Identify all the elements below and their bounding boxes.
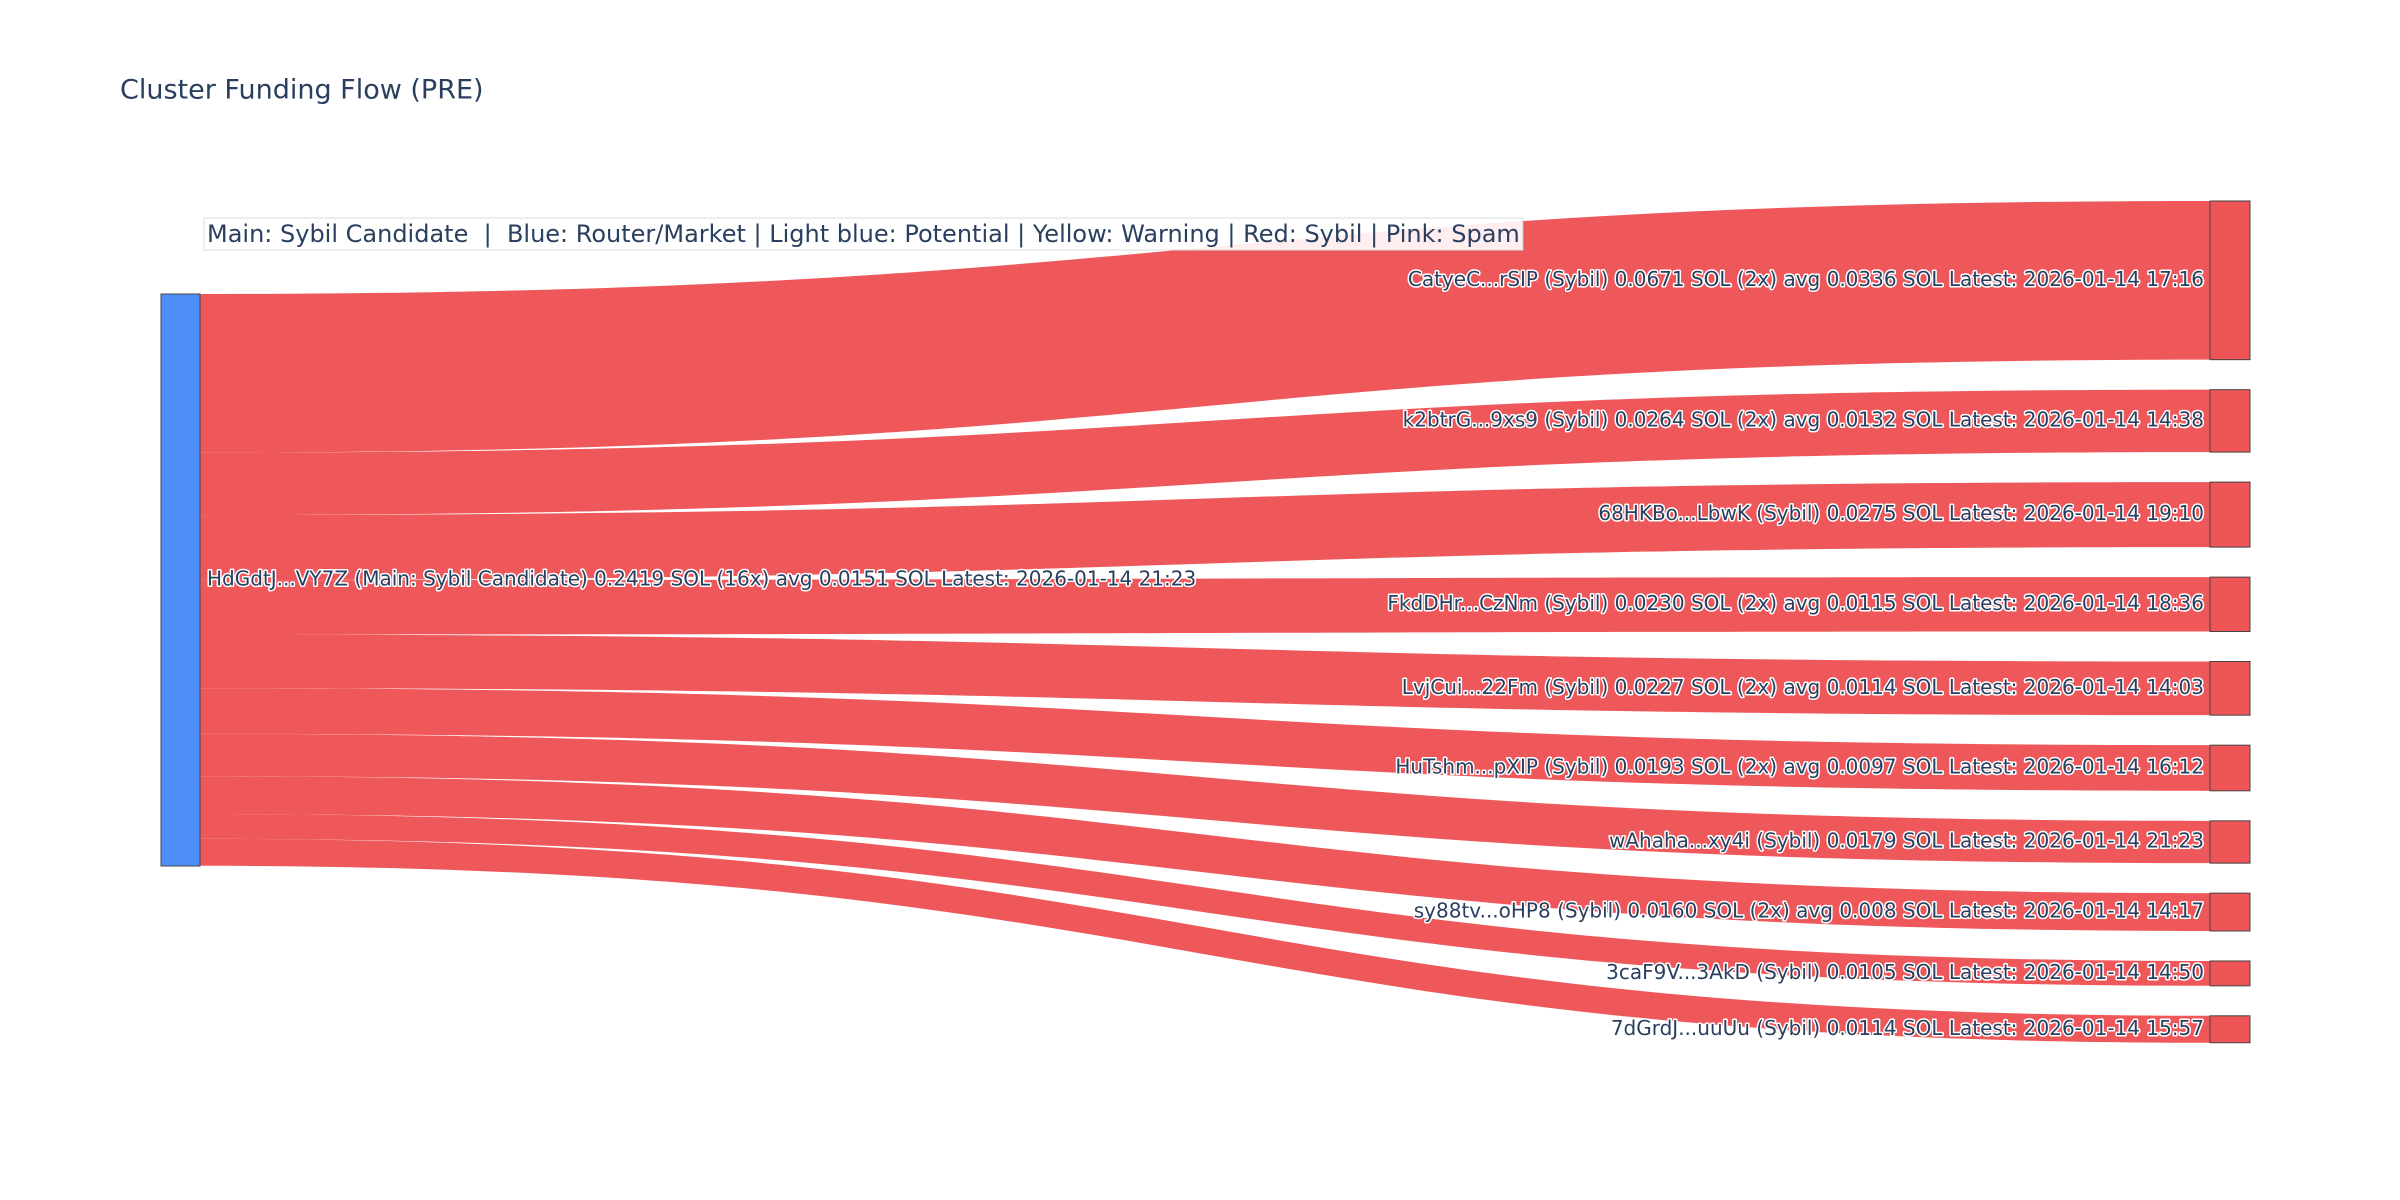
flow-link [200,634,2210,716]
target-label: 68HKBo...LbwK (Sybil) 0.0275 SOL Latest:… [1598,501,2204,525]
target-label: LvjCui...22Fm (Sybil) 0.0227 SOL (2x) av… [1402,675,2204,699]
chart-title: Cluster Funding Flow (PRE) [120,75,484,106]
target-label: HuTshm...pXIP (Sybil) 0.0193 SOL (2x) av… [1395,754,2204,778]
target-label: k2btrG...9xs9 (Sybil) 0.0264 SOL (2x) av… [1403,407,2204,431]
flow-link [200,813,2210,986]
target-label: 3caF9V...3AkD (Sybil) 0.0105 SOL Latest:… [1606,960,2204,984]
flow-link [200,733,2210,864]
target-node [2209,661,2251,716]
annotation-box [203,217,1524,251]
target-node [2209,200,2251,361]
flow-link [200,838,2210,1043]
target-node [2209,820,2251,864]
target-node [2209,744,2251,792]
flow-link [200,688,2210,791]
flow-link [200,776,2210,931]
flow-link [200,577,2210,635]
target-label: sy88tv...oHP8 (Sybil) 0.0160 SOL (2x) av… [1414,899,2204,923]
flow-link [200,482,2210,581]
flow-link [200,389,2210,516]
source-node [160,293,201,867]
target-node [2209,892,2251,932]
target-label: 7dGrdJ...uuUu (Sybil) 0.0114 SOL Latest:… [1611,1016,2204,1040]
target-label: wAhaha...xy4i (Sybil) 0.0179 SOL Latest:… [1609,828,2204,852]
flow-link [200,201,2210,453]
target-label: FkdDHr...CzNm (Sybil) 0.0230 SOL (2x) av… [1387,591,2204,615]
target-node [2209,960,2251,987]
links [200,201,2210,1043]
target-label: CatyeC...rSIP (Sybil) 0.0671 SOL (2x) av… [1408,267,2204,291]
annotation: Main: Sybil Candidate | Blue: Router/Mar… [207,220,1520,248]
target-node [2209,481,2251,548]
target-node [2209,1015,2251,1044]
target-node [2209,389,2251,453]
target-node [2209,576,2251,633]
source-label: HdGdtJ...VY7Z (Main: Sybil Candidate) 0.… [207,567,1196,591]
